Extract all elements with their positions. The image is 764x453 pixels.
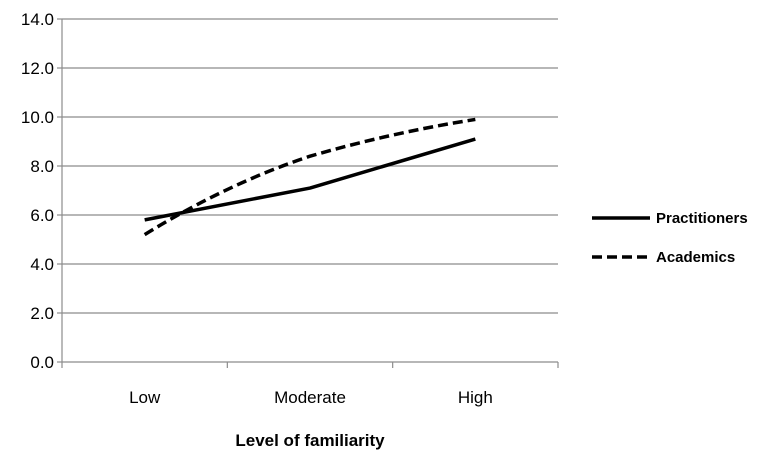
series-line-practitioners [144, 137, 476, 222]
series-line-academics [143, 117, 476, 237]
legend: Practitioners Academics [592, 210, 748, 266]
x-tick-label: Low [129, 388, 161, 407]
x-tick-labels: Low Moderate High [129, 388, 493, 407]
gridlines [62, 18, 558, 314]
x-axis-title: Level of familiarity [235, 431, 385, 450]
x-tick-label: Moderate [274, 388, 346, 407]
legend-label-academics: Academics [656, 249, 735, 266]
x-tick-label: High [458, 388, 493, 407]
y-tick-label: 0.0 [30, 353, 54, 372]
axes [57, 18, 559, 368]
legend-label-practitioners: Practitioners [656, 210, 748, 227]
y-tick-label: 12.0 [21, 59, 54, 78]
y-tick-label: 4.0 [30, 255, 54, 274]
y-tick-label: 2.0 [30, 304, 54, 323]
y-tick-label: 10.0 [21, 108, 54, 127]
y-tick-labels: 0.0 2.0 4.0 6.0 8.0 10.0 12.0 14.0 [21, 10, 54, 372]
series-lines [143, 117, 476, 237]
y-tick-label: 6.0 [30, 206, 54, 225]
y-tick-label: 8.0 [30, 157, 54, 176]
y-tick-label: 14.0 [21, 10, 54, 29]
